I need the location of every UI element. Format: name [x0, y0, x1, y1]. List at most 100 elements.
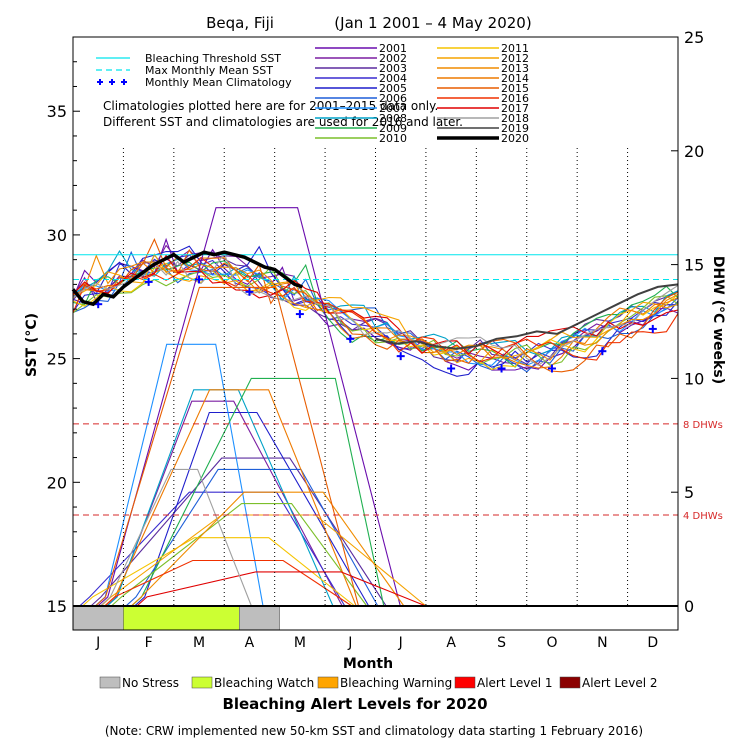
climatology-marker: [396, 352, 405, 361]
climatology-marker: [245, 287, 254, 296]
left-tick-label: 35: [47, 102, 67, 121]
dhw-trace-line: [82, 537, 356, 607]
left-tick-label: 25: [47, 350, 67, 369]
alert-label: Bleaching Warning: [340, 676, 452, 690]
year-legend-label: 2011: [501, 42, 529, 55]
month-tick-label: A: [446, 635, 456, 651]
year-legend-label: 2016: [501, 92, 529, 105]
chart-subtitle: (Jan 1 2001 – 4 May 2020): [334, 14, 531, 32]
alert-label: Bleaching Watch: [214, 676, 314, 690]
alert-swatch: [559, 676, 581, 689]
dhw-threshold-label: 4 DHWs: [683, 511, 723, 522]
dhw-trace-line: [130, 491, 405, 607]
alert-label: Alert Level 2: [582, 676, 658, 690]
reference-lines: 8 DHWs 4 DHWs: [73, 254, 723, 522]
right-tick-label: 5: [684, 483, 694, 502]
reference-legend-label: Max Monthly Mean SST: [145, 64, 273, 77]
reference-legend-label: Bleaching Threshold SST: [145, 52, 281, 65]
series-2020-line: [71, 250, 303, 307]
note-line: Different SST and climatologies are used…: [103, 115, 463, 129]
chart-title: Beqa, Fiji: [206, 14, 274, 32]
month-tick-label: M: [294, 635, 306, 651]
sst-trace-line: [72, 250, 679, 373]
month-tick-label: S: [497, 635, 506, 651]
dhw-trace-line: [134, 411, 370, 607]
left-tick-label: 15: [47, 597, 67, 616]
plot-frame: [72, 36, 679, 631]
month-tick-label: J: [398, 635, 403, 651]
dhw-threshold-label: 8 DHWs: [683, 420, 723, 431]
year-legend-label: 2013: [501, 62, 529, 75]
year-legend-label: 2003: [379, 62, 407, 75]
dhw-trace-line: [111, 503, 368, 607]
right-tick-label: 20: [684, 142, 704, 161]
right-tick-label: 15: [684, 256, 704, 275]
year-legend-label: 2019: [501, 122, 529, 135]
climatology-marker: [497, 364, 506, 373]
alert-title: Bleaching Alert Levels for 2020: [222, 695, 487, 713]
year-legend-label: 2010: [379, 132, 407, 145]
alert-label: No Stress: [122, 676, 179, 690]
dhw-trace-line: [90, 457, 387, 607]
climatology-marker: [447, 364, 456, 373]
month-tick-label: M: [193, 635, 205, 651]
month-tick-label: F: [145, 635, 153, 651]
axes: 15 20 25 30 35 0 5 10 15 20 25 J F M A M J J A S O N D: [47, 28, 705, 651]
month-tick-label: D: [647, 635, 658, 651]
year-legend-label: 2020: [501, 132, 529, 145]
alert-swatch: [191, 676, 213, 689]
left-tick-label: 30: [47, 226, 67, 245]
year-legend-label: 2005: [379, 82, 407, 95]
alert-swatch: [454, 676, 476, 689]
alert-legend: No Stress Bleaching Watch Bleaching Warnin…: [99, 676, 658, 690]
dhw-trace-line: [95, 286, 360, 607]
month-tick-label: J: [347, 635, 352, 651]
right-tick-label: 0: [684, 597, 694, 616]
year-legend-label: 2008: [379, 112, 407, 125]
sst-trace-line: [72, 237, 679, 371]
reference-legend-label: Monthly Mean Climatology: [145, 76, 292, 89]
year-legend-label: 2001: [379, 42, 407, 55]
dhw-trace-line: [136, 571, 427, 607]
year-legend-label: 2015: [501, 82, 529, 95]
climatology-marker: [547, 364, 556, 373]
climatology-marker: [295, 310, 304, 319]
right-tick-label: 10: [684, 369, 704, 388]
year-legend-label: 2017: [501, 102, 529, 115]
status-segment: [72, 605, 124, 631]
left-tick-label: 20: [47, 473, 67, 492]
dhw-trace-line: [106, 389, 334, 607]
status-bar: [72, 605, 678, 631]
year-legend-label: 2012: [501, 52, 529, 65]
climatology-marker: [195, 275, 204, 284]
month-tick-label: O: [546, 635, 557, 651]
climatology-marker: [648, 324, 657, 333]
note-line: Climatologies plotted here are for 2001–…: [103, 99, 438, 113]
year-legend-label: 2007: [379, 102, 407, 115]
status-segment: [239, 605, 280, 631]
series-2019-line: [375, 283, 679, 350]
x-axis-title: Month: [343, 656, 393, 672]
dhw-trace-line: [104, 559, 353, 607]
climatology-marker: [144, 277, 153, 286]
month-tick-label: N: [597, 635, 607, 651]
alert-swatch: [99, 676, 121, 689]
footnote: (Note: CRW implemented new 50-km SST and…: [105, 724, 643, 738]
y-axis-title-left: SST (°C): [24, 313, 40, 377]
month-tick-label: A: [245, 635, 255, 651]
status-segment: [123, 605, 240, 631]
year-legend-label: 2006: [379, 92, 407, 105]
year-legend-label: 2004: [379, 72, 407, 85]
month-tick-label: J: [95, 635, 100, 651]
right-tick-label: 25: [684, 28, 704, 47]
sst-trace-line: [72, 266, 679, 366]
y-axis-title-right: DHW (°C weeks): [710, 256, 726, 384]
main-series: [71, 250, 679, 350]
dhw-traces: [79, 207, 427, 607]
climatology-marker: [346, 334, 355, 343]
climatology-marker: [598, 347, 607, 356]
year-legend-label: 2018: [501, 112, 529, 125]
dhw-trace-line: [97, 207, 401, 607]
